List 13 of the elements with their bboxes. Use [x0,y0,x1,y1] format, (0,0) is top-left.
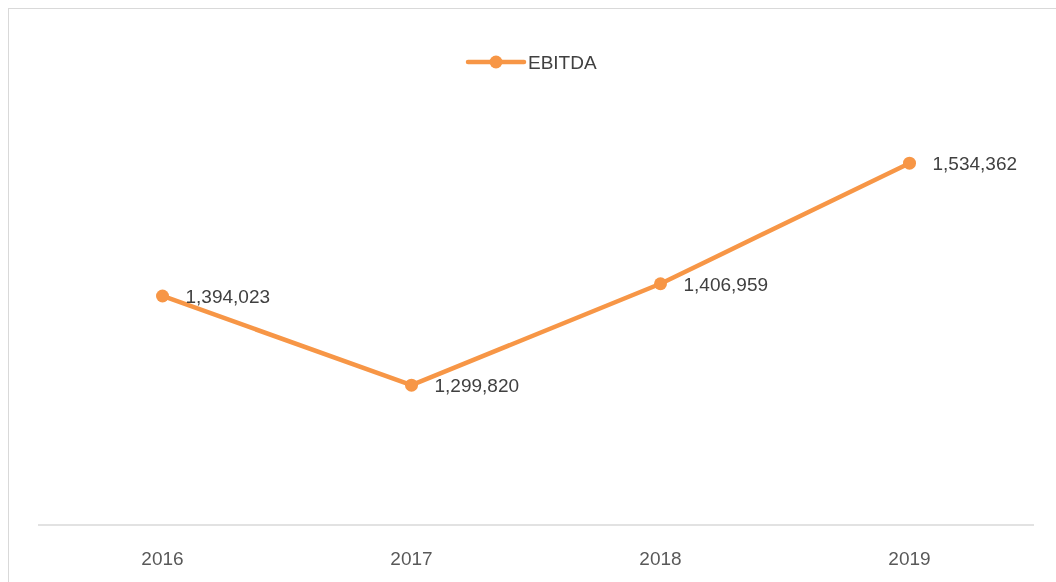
point [405,378,418,392]
data-label: 1,406,959 [683,273,769,295]
data-label: 1,394,023 [185,285,271,307]
legend-label: EBITDA [528,52,597,73]
point [903,156,916,170]
x-tick-label: 2017 [390,548,433,569]
point [654,277,667,291]
x-tick-label: 2019 [888,548,931,569]
data-label: 1,299,820 [434,375,520,397]
x-tick-label: 2018 [639,548,682,569]
data-label: 1,534,362 [932,153,1018,175]
x-tick-label: 2016 [141,548,184,569]
point [156,289,169,303]
